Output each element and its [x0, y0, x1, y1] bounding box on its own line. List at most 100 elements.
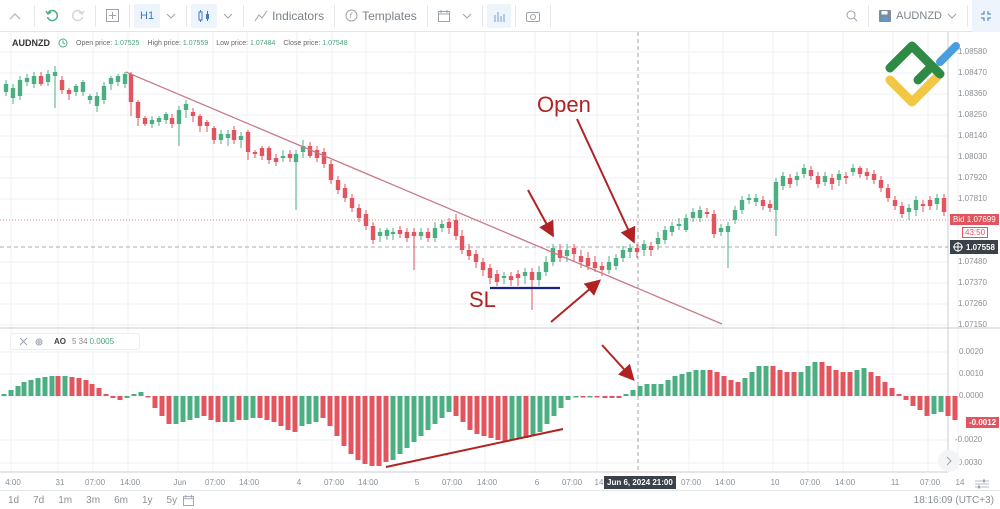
time-tick: Jun	[173, 478, 187, 487]
settings-sliders-icon	[975, 479, 989, 489]
time-tick: 07:00	[442, 478, 463, 487]
ao-tick: -0.0020	[955, 435, 983, 444]
indicators-button[interactable]: Indicators	[248, 0, 330, 32]
time-tick: 4:00	[5, 478, 21, 487]
ao-divergence-line[interactable]	[385, 428, 564, 468]
sl-annotation: SL	[469, 287, 496, 312]
search-button[interactable]	[840, 0, 864, 32]
search-icon	[846, 10, 858, 22]
range-3m[interactable]: 3m	[86, 494, 101, 506]
divider	[334, 4, 336, 27]
price-tick: 1.08140	[958, 131, 987, 140]
time-tick: 14	[955, 478, 965, 487]
screenshot-button[interactable]	[520, 0, 546, 32]
symbol-selector[interactable]: AUDNZD	[873, 0, 963, 32]
crosshair-icon	[953, 242, 963, 252]
time-tick: 5	[414, 478, 420, 487]
awesome-oscillator-histogram	[1, 362, 958, 466]
divider	[514, 4, 516, 27]
time-tick: 14:00	[239, 478, 260, 487]
range-1m[interactable]: 1m	[58, 494, 73, 506]
undo-icon	[45, 9, 59, 21]
add-chart-button[interactable]	[100, 0, 125, 32]
crosshair-time-tag: Jun 6, 2024 21:00	[604, 476, 676, 489]
time-tick: 10	[770, 478, 780, 487]
crosshair-price-tag: 1.07558	[950, 240, 998, 254]
scroll-to-latest-button[interactable]	[938, 450, 960, 472]
chart-type-dropdown[interactable]	[217, 0, 239, 32]
range-5y[interactable]: 5y	[166, 494, 178, 506]
toolbar-right: AUDNZD	[840, 0, 1000, 32]
redo-button[interactable]	[65, 0, 91, 32]
downtrend-line[interactable]	[125, 71, 723, 325]
chevron-down-icon	[223, 13, 233, 19]
collapse-button[interactable]	[0, 0, 30, 32]
time-tick: 14:00	[120, 478, 141, 487]
price-tick: 1.07810	[958, 194, 987, 203]
chevron-up-icon	[9, 12, 21, 19]
symbol-selector-label: AUDNZD	[896, 10, 942, 22]
price-tick: 1.07920	[958, 173, 987, 182]
price-tick: 1.07480	[958, 257, 987, 266]
ao-tick: 0.0010	[959, 369, 984, 378]
open-annotation: Open	[537, 92, 591, 117]
range-1y[interactable]: 1y	[141, 494, 153, 506]
divider	[129, 4, 130, 27]
undo-button[interactable]	[39, 0, 65, 32]
date-range-dropdown[interactable]	[456, 0, 478, 32]
candlestick-icon	[198, 9, 210, 22]
ao-params: 5 34	[72, 337, 88, 346]
save-icon	[879, 10, 892, 22]
price-tick: 1.07150	[958, 320, 987, 329]
time-tick: 4	[296, 478, 302, 487]
camera-icon	[525, 11, 540, 22]
divider	[481, 4, 483, 27]
bar-chart-icon	[494, 11, 505, 22]
time-tick: 31	[55, 478, 65, 487]
divider	[868, 5, 870, 27]
ao-tick: -0.0030	[955, 458, 983, 467]
interval-dropdown[interactable]	[160, 0, 182, 32]
range-selector: 1d 7d 1m 3m 6m 1y 5y	[0, 495, 183, 506]
volume-toggle-button[interactable]	[486, 3, 511, 28]
open-arrow	[576, 118, 636, 244]
range-6m[interactable]: 6m	[114, 494, 128, 506]
calendar-icon[interactable]	[183, 494, 195, 506]
ao-cross-arrow	[601, 344, 635, 381]
clock-display: 18:16:09 (UTC+3)	[913, 494, 994, 506]
price-tick: 1.07370	[958, 278, 987, 287]
axis-settings-button[interactable]	[975, 476, 989, 494]
clock-icon	[58, 38, 68, 48]
templates-label: Templates	[362, 8, 417, 23]
fullscreen-button[interactable]	[972, 0, 1000, 32]
ao-tick: 0.0000	[959, 391, 984, 400]
ao-tick: 0.0020	[959, 347, 984, 356]
ao-value: 0.0005	[89, 337, 115, 346]
templates-button[interactable]: f Templates	[339, 0, 423, 32]
price-tick: 1.08580	[958, 47, 987, 56]
divider	[967, 5, 968, 27]
time-tick: 07:00	[800, 478, 821, 487]
chart-type-button[interactable]	[191, 3, 218, 28]
gear-icon[interactable]	[34, 337, 44, 347]
time-tick: 07:00	[205, 478, 226, 487]
legend-symbol: AUDNZD	[12, 38, 50, 48]
range-1d[interactable]: 1d	[8, 494, 20, 506]
indicators-icon	[254, 10, 268, 21]
price-tick: 1.08360	[958, 89, 987, 98]
high-price: High price: 1.07559	[147, 39, 209, 47]
divider	[95, 4, 96, 27]
interval-label: H1	[140, 9, 155, 22]
divider	[426, 4, 428, 27]
close-icon[interactable]	[19, 337, 28, 346]
chevron-right-icon	[946, 456, 952, 466]
date-range-button[interactable]	[432, 0, 456, 32]
time-tick: 07:00	[324, 478, 345, 487]
interval-button[interactable]: H1	[134, 3, 161, 28]
top-toolbar: H1 Indicators f Templates	[0, 0, 1000, 32]
price-tick: 1.08030	[958, 152, 987, 161]
range-7d[interactable]: 7d	[33, 494, 45, 506]
bottom-bar: 1d 7d 1m 3m 6m 1y 5y 18:16:09 (UTC+3)	[0, 490, 1000, 509]
price-tick: 1.07260	[958, 299, 987, 308]
